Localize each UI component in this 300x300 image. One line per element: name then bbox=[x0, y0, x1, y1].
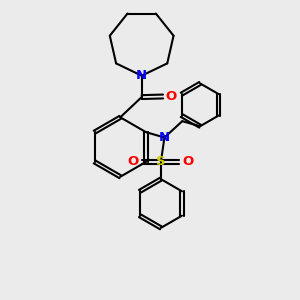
Text: O: O bbox=[166, 90, 177, 103]
Text: O: O bbox=[182, 155, 194, 168]
Text: S: S bbox=[156, 155, 166, 168]
Text: N: N bbox=[136, 69, 147, 82]
Text: O: O bbox=[127, 155, 139, 168]
Text: N: N bbox=[159, 131, 170, 144]
